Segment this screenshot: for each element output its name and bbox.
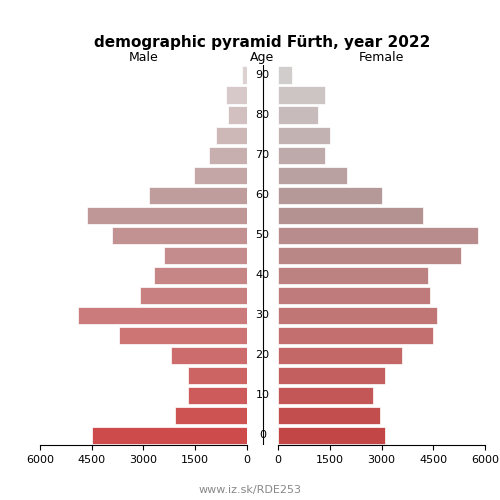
Bar: [278, 126, 330, 144]
Title: Female: Female: [359, 51, 404, 64]
Text: 90: 90: [256, 70, 270, 80]
Bar: [120, 326, 247, 344]
Bar: [164, 246, 247, 264]
Bar: [209, 146, 247, 164]
Bar: [278, 66, 292, 84]
Bar: [188, 366, 247, 384]
Text: www.iz.sk/RDE253: www.iz.sk/RDE253: [198, 485, 302, 495]
Bar: [278, 346, 402, 364]
Bar: [226, 86, 247, 104]
Text: 50: 50: [256, 230, 270, 240]
Bar: [194, 166, 247, 184]
Text: 40: 40: [256, 270, 270, 280]
Bar: [228, 106, 247, 124]
Text: 60: 60: [256, 190, 270, 200]
Bar: [278, 426, 385, 444]
Bar: [278, 306, 436, 324]
Text: 30: 30: [256, 310, 270, 320]
Bar: [278, 186, 382, 204]
Bar: [278, 326, 434, 344]
Bar: [278, 246, 461, 264]
Bar: [112, 226, 247, 244]
Text: 20: 20: [256, 350, 270, 360]
Bar: [216, 126, 247, 144]
Bar: [171, 346, 247, 364]
Bar: [278, 86, 324, 104]
Bar: [278, 406, 380, 424]
Bar: [278, 106, 318, 124]
Bar: [92, 426, 247, 444]
Bar: [278, 146, 324, 164]
Bar: [278, 386, 373, 404]
Text: 0: 0: [259, 430, 266, 440]
Title: Male: Male: [128, 51, 158, 64]
Bar: [278, 286, 430, 304]
Bar: [278, 166, 347, 184]
Bar: [188, 386, 247, 404]
Text: demographic pyramid Fürth, year 2022: demographic pyramid Fürth, year 2022: [94, 35, 430, 50]
Bar: [278, 266, 428, 283]
Bar: [140, 286, 247, 304]
Text: 70: 70: [256, 150, 270, 160]
Bar: [278, 366, 385, 384]
Bar: [174, 406, 247, 424]
Bar: [242, 66, 247, 84]
Bar: [86, 206, 247, 224]
Bar: [278, 206, 423, 224]
Title: Age: Age: [250, 51, 274, 64]
Bar: [278, 226, 478, 244]
Bar: [78, 306, 247, 324]
Bar: [148, 186, 247, 204]
Text: 80: 80: [256, 110, 270, 120]
Text: 10: 10: [256, 390, 270, 400]
Bar: [154, 266, 247, 283]
